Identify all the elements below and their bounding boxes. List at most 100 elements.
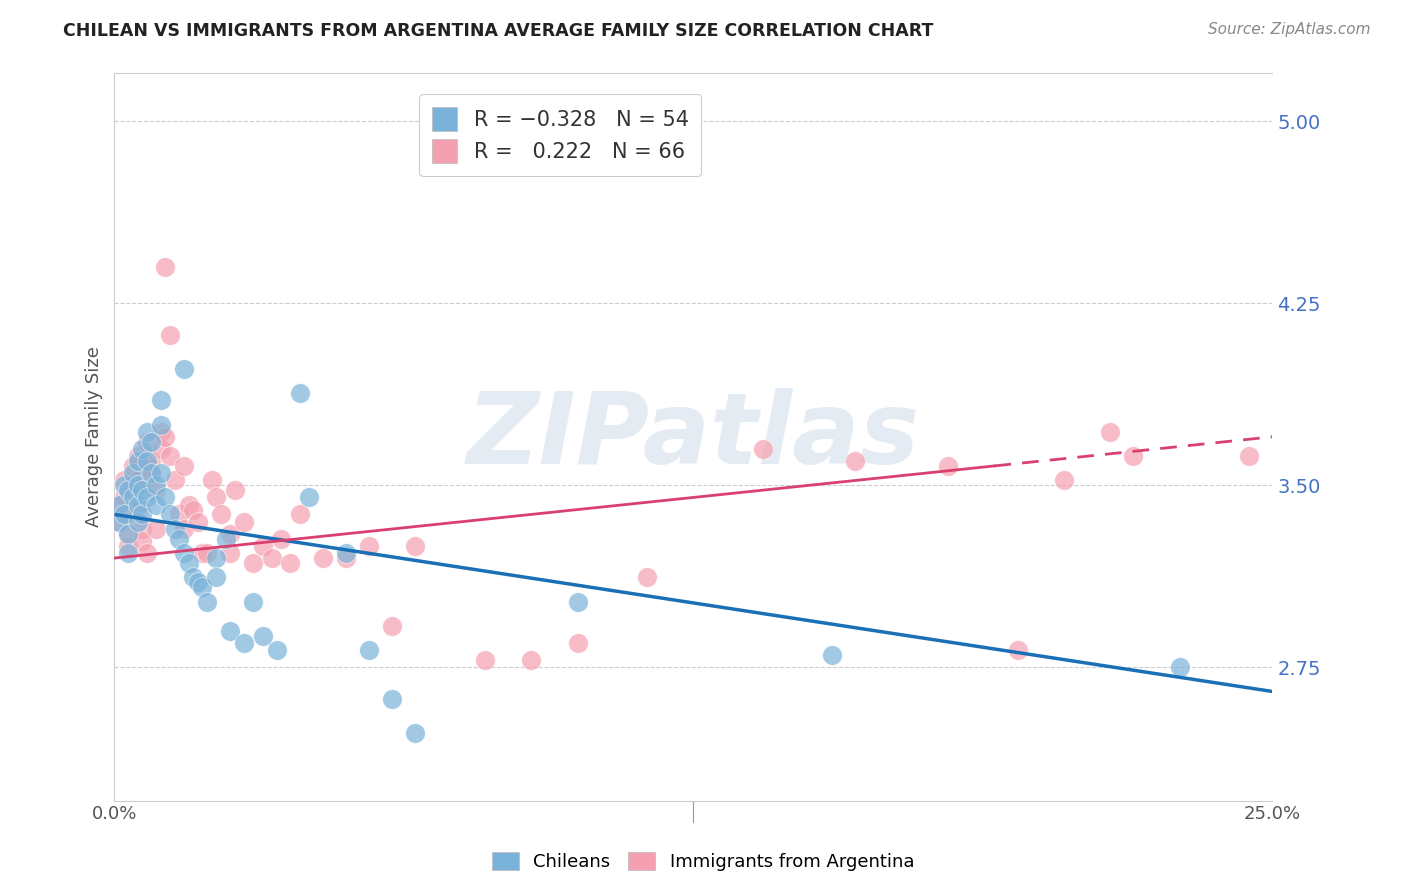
Point [1168,660,1191,674]
Point [219,526,242,541]
Point [252,629,274,643]
Point [112,474,135,488]
Legend: Chileans, Immigrants from Argentina: Chileans, Immigrants from Argentina [485,845,921,879]
Point [177,556,200,570]
Point [242,595,264,609]
Point [752,442,775,456]
Point [252,539,274,553]
Point [112,491,135,505]
Point [173,362,195,376]
Point [122,466,145,480]
Point [187,575,209,590]
Point [149,425,172,439]
Point [127,515,149,529]
Point [159,327,181,342]
Point [122,458,145,473]
Point [381,619,404,633]
Point [219,546,242,560]
Point [187,515,209,529]
Point [131,522,153,536]
Point [117,508,139,522]
Point [1053,474,1076,488]
Point [177,498,200,512]
Point [149,442,172,456]
Text: Source: ZipAtlas.com: Source: ZipAtlas.com [1208,22,1371,37]
Point [201,474,224,488]
Point [127,498,149,512]
Point [173,458,195,473]
Point [108,498,131,512]
Point [141,454,163,468]
Text: CHILEAN VS IMMIGRANTS FROM ARGENTINA AVERAGE FAMILY SIZE CORRELATION CHART: CHILEAN VS IMMIGRANTS FROM ARGENTINA AVE… [63,22,934,40]
Point [1007,643,1029,657]
Y-axis label: Average Family Size: Average Family Size [86,346,103,527]
Point [167,508,190,522]
Point [359,643,381,657]
Point [131,534,153,549]
Point [131,483,153,498]
Point [149,393,172,408]
Point [117,539,139,553]
Point [163,522,186,536]
Point [224,483,246,498]
Point [219,624,242,638]
Point [821,648,844,662]
Point [520,653,543,667]
Point [242,556,264,570]
Point [936,458,959,473]
Point [112,478,135,492]
Point [359,539,381,553]
Point [404,539,426,553]
Point [127,474,149,488]
Point [145,483,167,498]
Point [195,595,218,609]
Point [127,454,149,468]
Point [135,491,157,505]
Point [149,466,172,480]
Point [117,526,139,541]
Point [117,483,139,498]
Point [233,636,256,650]
Point [844,454,866,468]
Point [381,691,404,706]
Point [112,508,135,522]
Point [149,417,172,432]
Point [173,546,195,560]
Point [135,546,157,560]
Point [145,478,167,492]
Point [141,466,163,480]
Point [108,515,131,529]
Point [131,442,153,456]
Point [298,491,321,505]
Point [404,725,426,739]
Point [260,551,283,566]
Point [181,570,204,584]
Point [135,454,157,468]
Point [155,430,177,444]
Point [205,491,228,505]
Point [173,522,195,536]
Point [159,508,181,522]
Point [122,491,145,505]
Point [127,478,149,492]
Point [335,551,357,566]
Point [1237,449,1260,463]
Point [195,546,218,560]
Point [131,508,153,522]
Point [135,434,157,449]
Point [108,498,131,512]
Legend: R = −0.328   N = 54, R =   0.222   N = 66: R = −0.328 N = 54, R = 0.222 N = 66 [419,95,702,176]
Point [108,515,131,529]
Point [167,532,190,546]
Point [191,580,214,594]
Point [1099,425,1122,439]
Point [117,526,139,541]
Point [205,551,228,566]
Text: ZIPatlas: ZIPatlas [467,388,920,485]
Point [312,551,335,566]
Point [567,636,589,650]
Point [567,595,589,609]
Point [181,502,204,516]
Point [145,498,167,512]
Point [141,466,163,480]
